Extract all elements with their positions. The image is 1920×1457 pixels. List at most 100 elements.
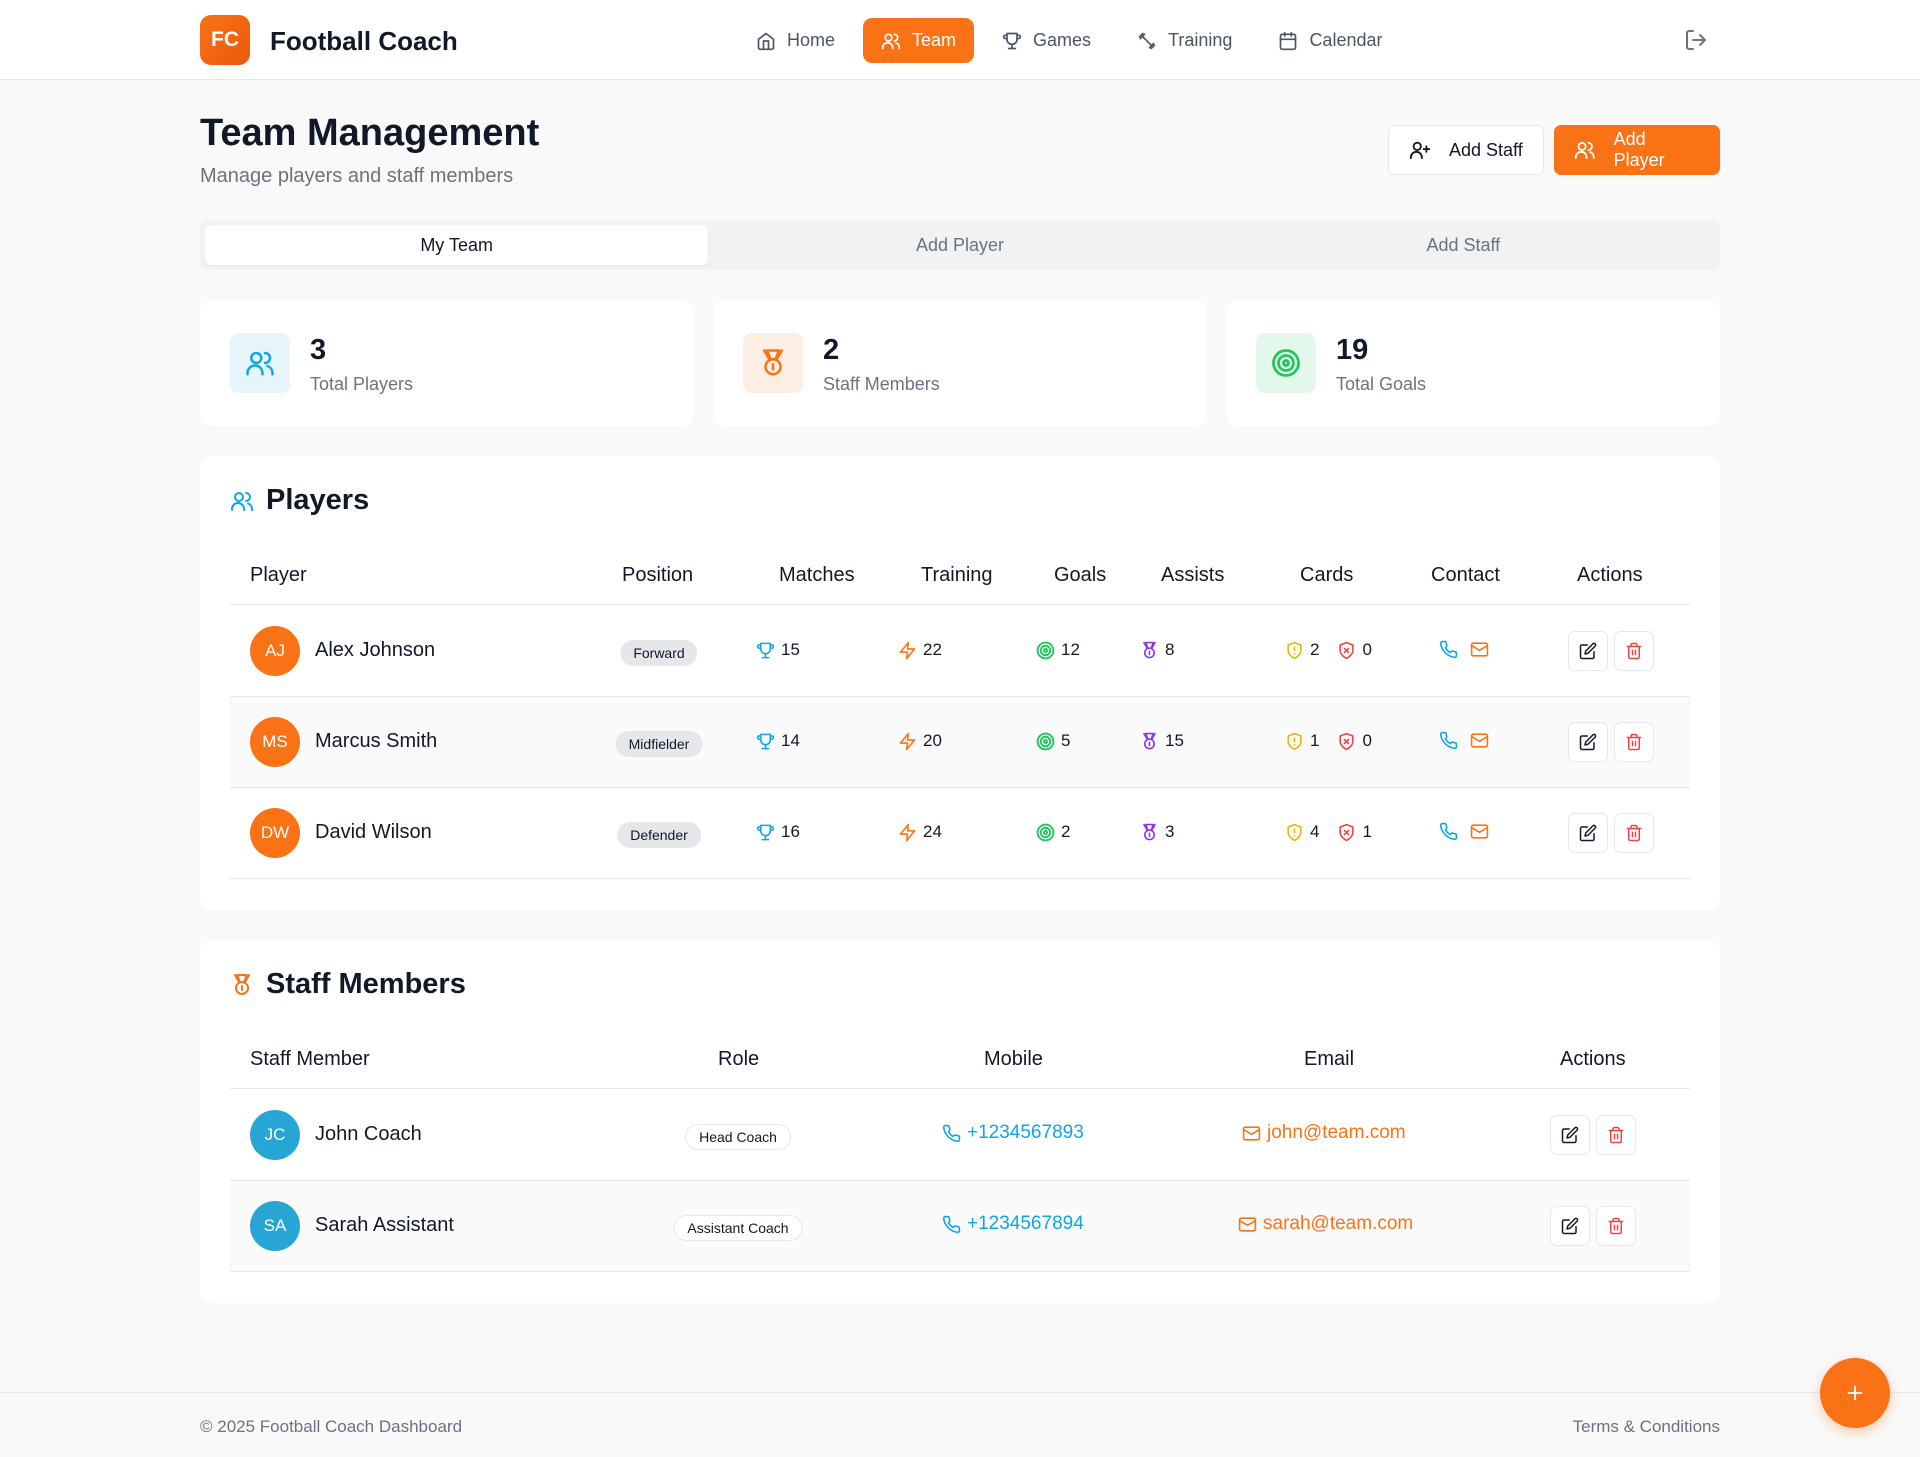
delete-player-button[interactable] bbox=[1614, 631, 1654, 671]
delete-staff-button[interactable] bbox=[1596, 1206, 1636, 1246]
tab-add-staff[interactable]: Add Staff bbox=[1426, 234, 1501, 255]
mail-icon bbox=[1242, 1124, 1261, 1143]
player-name: David Wilson bbox=[315, 821, 432, 843]
email-value: john@team.com bbox=[1267, 1122, 1406, 1143]
col-email: Email bbox=[1304, 1048, 1355, 1070]
home-icon bbox=[757, 32, 775, 50]
medal-icon bbox=[234, 973, 250, 995]
players-title-text: Players bbox=[266, 484, 370, 516]
add-staff-label: Add Staff bbox=[1449, 139, 1523, 160]
dumbbell-icon bbox=[1138, 32, 1156, 49]
zap-icon bbox=[898, 823, 917, 842]
team-tabs: My Team Add Player Add Staff bbox=[200, 220, 1720, 270]
mail-icon[interactable] bbox=[1470, 731, 1489, 750]
yellow-cards-value: 1 bbox=[1310, 731, 1320, 750]
mail-icon[interactable] bbox=[1470, 822, 1489, 841]
edit-icon bbox=[1579, 733, 1597, 751]
stat-value: 3 bbox=[310, 334, 327, 366]
staff-table-header: Staff Member Role Mobile Email Actions bbox=[230, 1032, 1690, 1089]
mobile-link[interactable]: +1234567894 bbox=[942, 1213, 1084, 1235]
stat-label: Total Goals bbox=[1336, 374, 1427, 394]
trophy-icon bbox=[1002, 32, 1022, 49]
medal-icon bbox=[1140, 732, 1159, 751]
col-staff-member: Staff Member bbox=[250, 1048, 370, 1070]
tab-my-team[interactable]: My Team bbox=[205, 225, 709, 265]
training-value: 20 bbox=[923, 731, 942, 750]
red-cards-value: 0 bbox=[1362, 731, 1372, 750]
edit-staff-button[interactable] bbox=[1550, 1115, 1590, 1155]
staff-name: Sarah Assistant bbox=[315, 1214, 454, 1236]
edit-icon bbox=[1561, 1217, 1579, 1235]
role-badge: Assistant Coach bbox=[673, 1215, 803, 1241]
add-staff-button[interactable]: Add Staff bbox=[1388, 125, 1544, 175]
matches-cell: 16 bbox=[756, 822, 800, 842]
edit-player-button[interactable] bbox=[1568, 722, 1608, 762]
tab-add-player[interactable]: Add Player bbox=[915, 234, 1005, 255]
training-value: 24 bbox=[923, 822, 942, 841]
delete-player-button[interactable] bbox=[1614, 813, 1654, 853]
add-player-label: Add Player bbox=[1613, 129, 1665, 170]
assists-cell: 15 bbox=[1140, 731, 1184, 751]
training-cell: 22 bbox=[898, 640, 942, 660]
stat-card-players: 3 Total Players bbox=[200, 300, 694, 426]
calendar-icon bbox=[1280, 31, 1297, 50]
edit-player-button[interactable] bbox=[1568, 813, 1608, 853]
trash-icon bbox=[1607, 1126, 1625, 1144]
trash-icon bbox=[1625, 642, 1643, 660]
nav-home-label: Home bbox=[787, 30, 836, 50]
avatar: JC bbox=[250, 1110, 300, 1160]
training-cell: 24 bbox=[898, 822, 942, 842]
staff-row: SA Sarah Assistant Assistant Coach +1234567… bbox=[230, 1181, 1690, 1272]
player-row: DW David Wilson Defender 16 24 2 3 4 1 bbox=[230, 788, 1690, 879]
red-cards-value: 0 bbox=[1362, 640, 1372, 659]
nav-training[interactable]: Training bbox=[1119, 18, 1250, 63]
app-logo[interactable]: FC bbox=[200, 15, 250, 65]
avatar: SA bbox=[250, 1201, 300, 1251]
players-title: Players bbox=[230, 484, 369, 517]
medal-icon bbox=[1140, 641, 1159, 660]
position-badge: Forward bbox=[620, 640, 698, 666]
target-icon bbox=[1036, 823, 1055, 842]
terms-link[interactable]: Terms & Conditions bbox=[1572, 1417, 1720, 1436]
users-icon bbox=[881, 33, 901, 49]
contact-cell bbox=[1439, 640, 1489, 659]
quick-add-button[interactable] bbox=[1820, 1358, 1890, 1428]
delete-staff-button[interactable] bbox=[1596, 1115, 1636, 1155]
contact-cell bbox=[1439, 822, 1489, 841]
red-card-icon bbox=[1337, 823, 1356, 842]
target-icon bbox=[1256, 333, 1316, 393]
col-matches: Matches bbox=[779, 564, 855, 586]
training-value: 22 bbox=[923, 640, 942, 659]
edit-player-button[interactable] bbox=[1568, 631, 1608, 671]
staff-panel: Staff Members Staff Member Role Mobile E… bbox=[200, 940, 1720, 1303]
assists-cell: 8 bbox=[1140, 640, 1174, 660]
zap-icon bbox=[898, 732, 917, 751]
phone-icon[interactable] bbox=[1439, 822, 1458, 841]
phone-icon[interactable] bbox=[1439, 731, 1458, 750]
mobile-link[interactable]: +1234567893 bbox=[942, 1122, 1084, 1144]
mail-icon[interactable] bbox=[1470, 640, 1489, 659]
delete-player-button[interactable] bbox=[1614, 722, 1654, 762]
col-contact: Contact bbox=[1431, 564, 1500, 586]
nav-home[interactable]: Home bbox=[738, 18, 853, 63]
email-link[interactable]: john@team.com bbox=[1242, 1122, 1406, 1144]
staff-title: Staff Members bbox=[230, 968, 466, 1001]
nav-team[interactable]: Team bbox=[863, 18, 975, 63]
matches-value: 15 bbox=[781, 640, 800, 659]
nav-games[interactable]: Games bbox=[984, 18, 1109, 63]
email-link[interactable]: sarah@team.com bbox=[1238, 1213, 1413, 1235]
player-row: MS Marcus Smith Midfielder 14 20 5 15 1 0 bbox=[230, 697, 1690, 788]
stat-label: Total Players bbox=[310, 374, 414, 394]
phone-icon bbox=[942, 1124, 961, 1143]
nav-calendar[interactable]: Calendar bbox=[1260, 18, 1400, 63]
phone-icon[interactable] bbox=[1439, 640, 1458, 659]
edit-staff-button[interactable] bbox=[1550, 1206, 1590, 1246]
mail-icon bbox=[1238, 1215, 1257, 1234]
staff-row: JC John Coach Head Coach +1234567893 john@te… bbox=[230, 1090, 1690, 1181]
player-name: Marcus Smith bbox=[315, 730, 438, 752]
logout-icon[interactable] bbox=[1684, 28, 1708, 52]
avatar: DW bbox=[250, 808, 300, 858]
trash-icon bbox=[1607, 1217, 1625, 1235]
goals-cell: 2 bbox=[1036, 822, 1070, 842]
add-player-button[interactable]: Add Player bbox=[1554, 125, 1720, 175]
